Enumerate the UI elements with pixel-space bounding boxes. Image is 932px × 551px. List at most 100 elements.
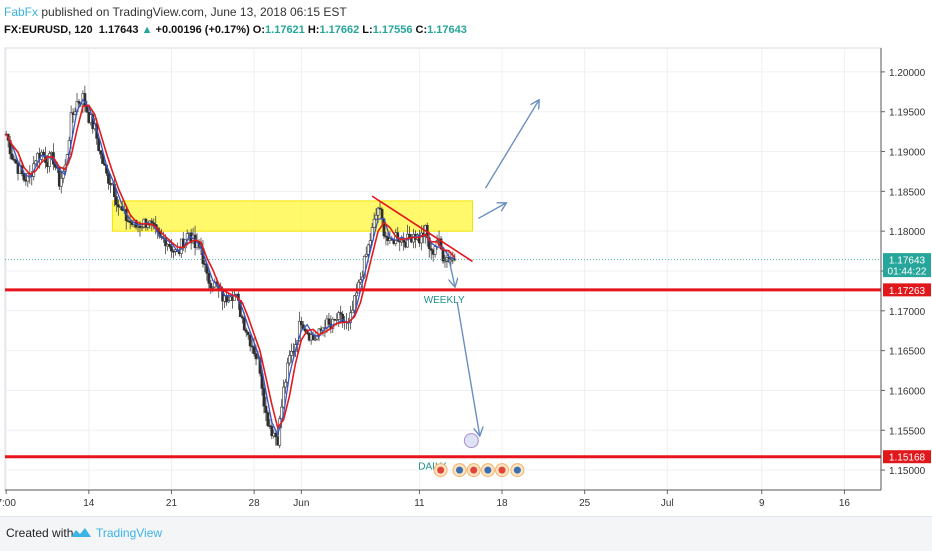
candle-down	[164, 238, 167, 247]
price-axis-label	[883, 253, 931, 278]
event-flag-icon	[456, 466, 464, 474]
candle-down	[299, 320, 303, 326]
candle-up	[335, 319, 339, 321]
candle-up	[146, 224, 150, 228]
event-marker-icon	[463, 433, 479, 449]
event-flag-icon	[484, 466, 492, 474]
candle-down	[341, 314, 345, 322]
candle-down	[380, 208, 384, 220]
candle-up	[419, 232, 423, 244]
projection-arrow	[478, 203, 505, 220]
price-chart[interactable]: WEEKLY DAILY 1.20000 1.19500 1.19000 1.18500…	[0, 40, 932, 516]
candle-down	[170, 246, 173, 252]
price-change: +0.00196 (+0.17%)	[155, 24, 250, 36]
low-value: 1.17556	[372, 24, 413, 36]
candle-down	[85, 105, 89, 113]
candle-up	[443, 260, 447, 263]
y-tick-label: 1.15500	[889, 426, 926, 437]
candle-down	[150, 220, 154, 224]
candle-down	[270, 426, 274, 437]
candle-up	[282, 386, 286, 408]
candle-up	[140, 226, 144, 229]
close-value: 1.17643	[427, 24, 467, 36]
candle-down	[172, 250, 175, 253]
price-axis-label	[883, 450, 931, 464]
y-tick-label: 1.16500	[889, 347, 926, 358]
candle-down	[207, 272, 211, 284]
candle-down	[10, 153, 14, 160]
candle-up	[286, 362, 289, 383]
event-flag-icon	[437, 466, 445, 474]
low-label: L:	[362, 24, 373, 36]
candle-down	[209, 283, 213, 289]
candle-down	[152, 222, 156, 225]
candle-up	[376, 207, 380, 216]
candle-down	[242, 317, 246, 331]
x-tick-label: 14	[83, 498, 95, 509]
level-lines: WEEKLY DAILY	[5, 259, 881, 473]
open-label: O:	[252, 24, 266, 36]
candle-up	[297, 320, 301, 342]
tradingview-logo-icon[interactable]	[70, 525, 92, 541]
x-tick-label: Jul	[661, 498, 674, 509]
projection-arrow	[484, 101, 539, 189]
high-label: H:	[307, 24, 320, 36]
event-flag-icon	[498, 466, 506, 474]
x-tick-label: 16	[839, 498, 851, 509]
candle-down	[254, 353, 258, 360]
close-label: C:	[415, 24, 428, 36]
x-tick-label: 18	[496, 498, 508, 509]
y-tick-label: 1.18000	[889, 227, 926, 238]
candle-down	[427, 237, 431, 249]
x-tick-label: Jun	[293, 498, 309, 509]
event-flag-icon	[513, 466, 521, 474]
fast-moving-average-line	[5, 98, 456, 437]
candle-down	[429, 248, 433, 251]
candle-down	[114, 196, 118, 206]
x-tick-label: 28	[249, 498, 261, 509]
high-value: 1.17662	[319, 24, 360, 36]
candle-down	[77, 101, 81, 104]
countdown-label-text: 01:44:22	[888, 267, 927, 278]
y-tick-label: 1.18500	[889, 187, 926, 198]
slow-moving-average-line	[5, 104, 456, 430]
moving-averages	[5, 98, 456, 437]
candle-up	[366, 244, 370, 255]
event-flag-icon	[470, 466, 478, 474]
candle-up	[372, 218, 376, 228]
candle-up	[364, 253, 368, 257]
tradingview-brand-link[interactable]: TradingView	[96, 526, 163, 540]
x-tick-label: 11	[414, 498, 425, 509]
candle-down	[22, 173, 26, 181]
candle-down	[303, 328, 307, 332]
candle-down	[339, 312, 343, 315]
candle-up	[48, 153, 51, 168]
candle-up	[356, 281, 360, 294]
y-tick-label: 1.16000	[889, 386, 926, 397]
supply-zone-layer	[111, 200, 474, 232]
candle-down	[248, 334, 252, 347]
candle-up	[433, 246, 437, 255]
chart-grid	[4, 47, 882, 491]
candle-down	[14, 160, 18, 164]
candle-down	[378, 207, 382, 210]
y-tick-label: 1.19500	[889, 108, 926, 119]
candle-down	[240, 316, 244, 319]
footer-bar: Created with TradingView	[0, 516, 932, 551]
candle-down	[252, 346, 256, 355]
level-label: WEEKLY	[424, 295, 465, 306]
projection-arrow	[456, 301, 479, 435]
candle-up	[353, 295, 356, 311]
author-name[interactable]: FabFx	[4, 5, 39, 19]
candle-up	[59, 177, 63, 187]
candle-down	[327, 318, 331, 325]
candle-up	[351, 309, 354, 314]
publish-info: FabFx published on TradingView.com, June…	[4, 4, 347, 20]
candle-down	[266, 412, 270, 426]
candle-up	[34, 160, 38, 165]
candle-down	[250, 345, 254, 348]
candle-down	[262, 388, 266, 407]
y-tick-label: 1.15000	[889, 466, 926, 477]
open-value: 1.17621	[265, 24, 305, 36]
candle-down	[244, 329, 248, 333]
